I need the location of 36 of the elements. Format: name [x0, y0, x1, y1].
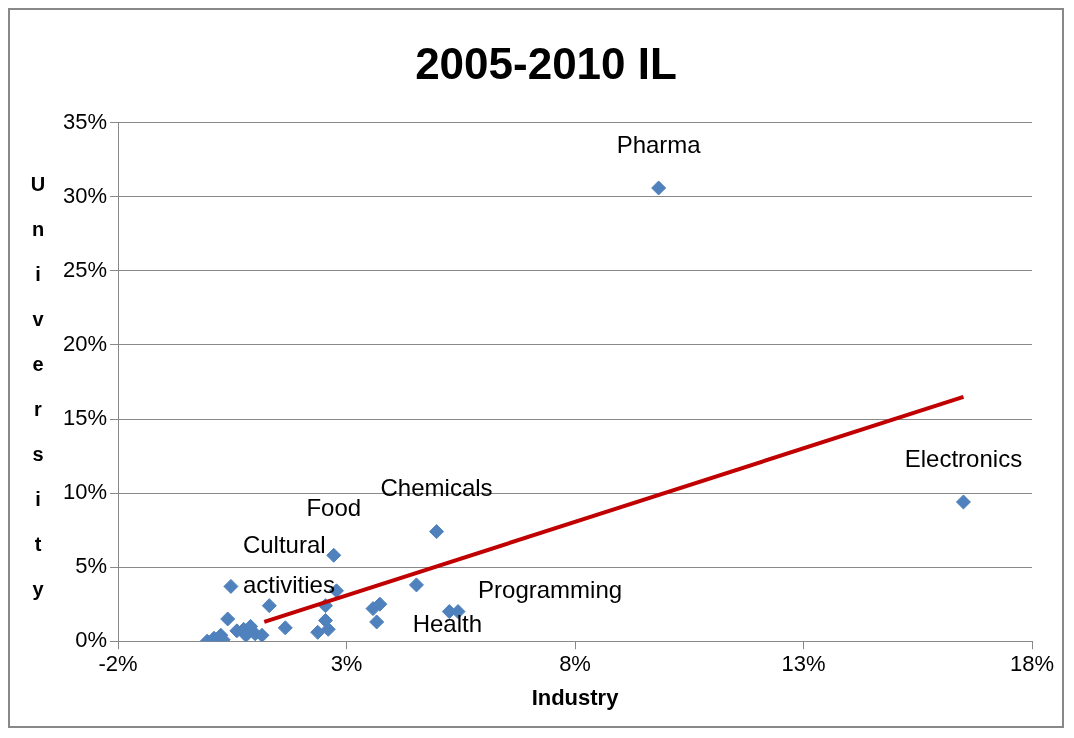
point [310, 624, 326, 640]
point [326, 547, 342, 563]
y-tick-label: 0% [75, 627, 108, 653]
point [651, 180, 667, 196]
y-tick-label: 20% [62, 331, 108, 357]
point [369, 614, 385, 630]
x-axis-title: Industry [531, 684, 620, 710]
point [372, 596, 388, 612]
annotation: Chemicals [380, 474, 493, 502]
annotation: Cultural activities [242, 531, 335, 599]
annotation: Electronics [904, 444, 1023, 472]
annotation: Food [306, 493, 362, 521]
y-tick-label: 5% [75, 553, 108, 579]
annotation: Health [412, 610, 483, 638]
point [408, 577, 424, 593]
x-tick-label: 8% [559, 651, 591, 677]
y-tick-label: 35% [62, 108, 108, 134]
annotation: Programming [478, 576, 623, 604]
point [223, 578, 239, 594]
point [220, 611, 236, 627]
x-tick-label: 3% [330, 651, 363, 677]
y-tick-label: 10% [62, 479, 108, 505]
point [243, 618, 259, 634]
point [261, 598, 277, 614]
chart-title: 2005-2010 IL [415, 38, 677, 88]
x-tick-label: 13% [781, 651, 826, 677]
point [277, 620, 293, 636]
annotation: Pharma [616, 130, 702, 158]
x-tick-label: -2% [98, 651, 138, 677]
x-tick-label: 18% [1009, 651, 1055, 677]
point [429, 524, 445, 540]
point [955, 494, 971, 510]
y-tick-label: 15% [62, 405, 108, 431]
text: University [30, 172, 46, 600]
y-tick-label: 25% [62, 256, 108, 282]
y-tick-label: 30% [62, 182, 108, 208]
